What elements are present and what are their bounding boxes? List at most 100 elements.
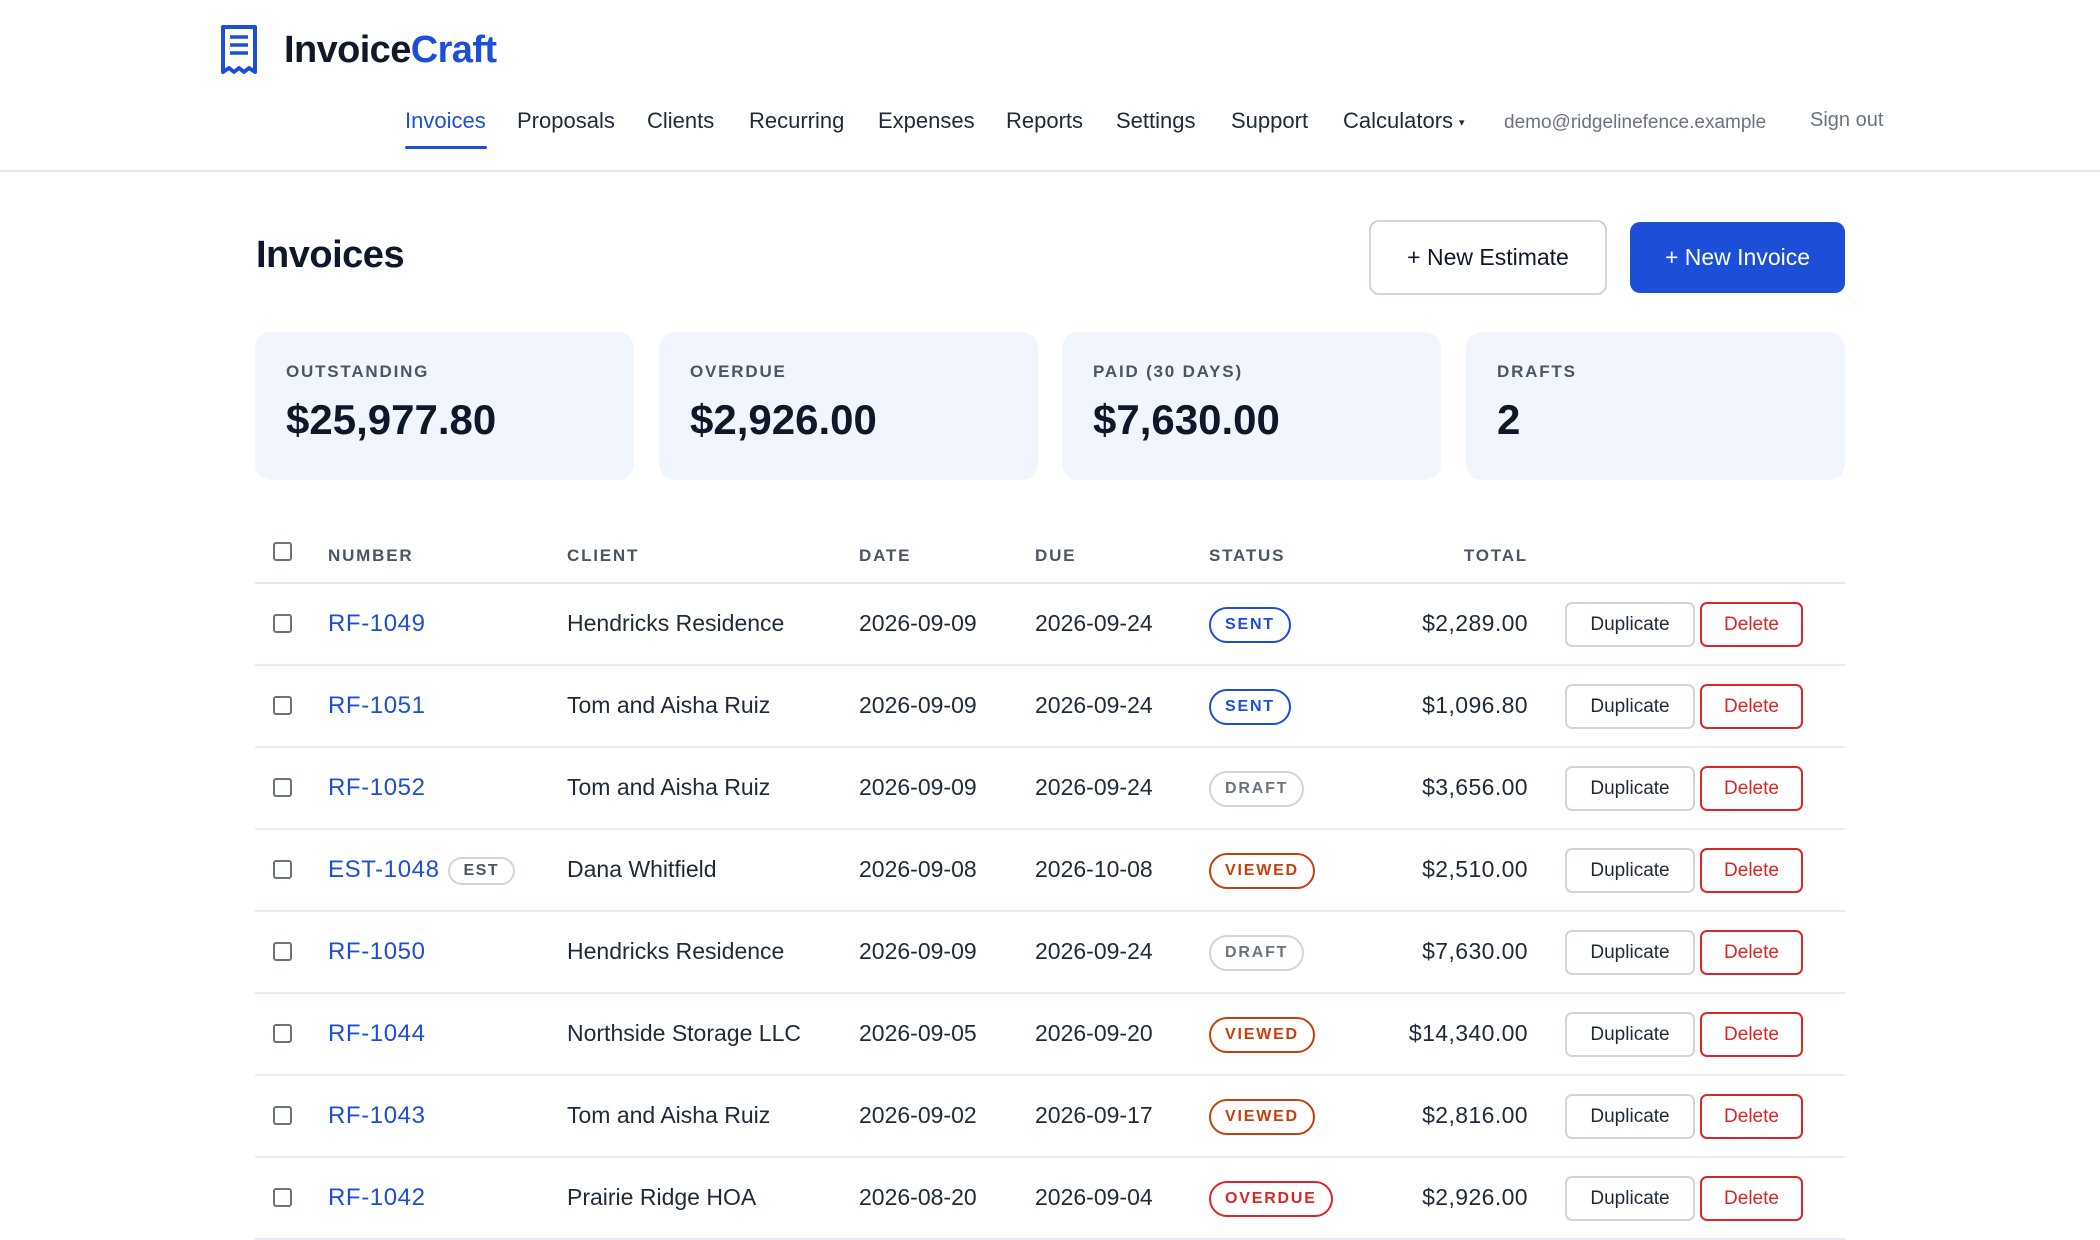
table-row[interactable]: RF-1044 Northside Storage LLC 2026-09-05 20…	[255, 994, 1845, 1076]
invoice-total: $3,656.00	[1422, 774, 1528, 800]
invoice-date: 2026-08-20	[859, 1184, 977, 1210]
invoice-total: $2,289.00	[1422, 610, 1528, 636]
invoice-number-text: EST-1048	[328, 856, 440, 883]
due-date: 2026-09-17	[1035, 1102, 1153, 1128]
invoice-number-link[interactable]: RF-1050	[328, 938, 426, 966]
brand-name: InvoiceCraft	[284, 28, 497, 72]
nav-item-calculators-label: Calculators	[1343, 108, 1454, 133]
nav-item-clients[interactable]: Clients	[647, 108, 715, 133]
duplicate-button[interactable]: Duplicate	[1565, 1012, 1695, 1057]
delete-button[interactable]: Delete	[1700, 1094, 1803, 1139]
table-row[interactable]: RF-1043 Tom and Aisha Ruiz 2026-09-02 2026-…	[255, 1076, 1845, 1158]
delete-button[interactable]: Delete	[1700, 602, 1803, 647]
duplicate-button[interactable]: Duplicate	[1565, 766, 1695, 811]
client-name: Dana Whitfield	[567, 856, 717, 882]
invoice-number-link[interactable]: RF-1042	[328, 1184, 426, 1212]
client-name: Northside Storage LLC	[567, 1020, 801, 1046]
invoice-date: 2026-09-05	[859, 1020, 977, 1046]
brand-name-part1: Invoice	[284, 28, 411, 71]
due-date: 2026-09-04	[1035, 1184, 1153, 1210]
delete-button[interactable]: Delete	[1700, 766, 1803, 811]
status-badge: VIEWED	[1209, 853, 1315, 889]
duplicate-button[interactable]: Duplicate	[1565, 602, 1695, 647]
row-checkbox[interactable]	[273, 1188, 292, 1207]
delete-button[interactable]: Delete	[1700, 930, 1803, 975]
delete-button[interactable]: Delete	[1700, 684, 1803, 729]
column-header-status[interactable]: STATUS	[1209, 546, 1286, 565]
sign-out-link[interactable]: Sign out	[1810, 109, 1884, 131]
brand-logo[interactable]: InvoiceCraft	[220, 24, 497, 76]
column-header-due[interactable]: DUE	[1035, 546, 1077, 565]
status-badge: SENT	[1209, 689, 1291, 725]
duplicate-button[interactable]: Duplicate	[1565, 1176, 1695, 1221]
receipt-icon	[221, 25, 257, 74]
duplicate-button[interactable]: Duplicate	[1565, 684, 1695, 729]
delete-button[interactable]: Delete	[1700, 1012, 1803, 1057]
invoice-total: $2,926.00	[1422, 1184, 1528, 1210]
nav-item-invoices[interactable]: Invoices	[405, 108, 486, 133]
invoice-number-link[interactable]: RF-1052	[328, 774, 426, 802]
row-checkbox[interactable]	[273, 942, 292, 961]
select-all-checkbox[interactable]	[273, 542, 292, 561]
new-invoice-button[interactable]: + New Invoice	[1630, 222, 1845, 293]
client-name: Hendricks Residence	[567, 938, 785, 964]
page-title: Invoices	[256, 234, 405, 276]
duplicate-button[interactable]: Duplicate	[1565, 1094, 1695, 1139]
row-checkbox[interactable]	[273, 860, 292, 879]
nav-item-proposals[interactable]: Proposals	[517, 108, 615, 133]
stat-card-overdue: OVERDUE $2,926.00	[659, 332, 1038, 480]
stat-value: $25,977.80	[286, 396, 497, 443]
due-date: 2026-09-24	[1035, 692, 1153, 718]
row-checkbox[interactable]	[273, 1106, 292, 1125]
row-checkbox[interactable]	[273, 614, 292, 633]
status-badge: DRAFT	[1209, 771, 1305, 807]
invoice-total: $7,630.00	[1422, 938, 1528, 964]
invoice-number-text: RF-1049	[328, 610, 426, 637]
nav-item-calculators[interactable]: Calculators ▾	[1343, 108, 1465, 134]
app-header: InvoiceCraft Invoices Proposals Clients …	[0, 0, 2100, 172]
table-row[interactable]: RF-1049 Hendricks Residence 2026-09-09 2026…	[255, 584, 1845, 666]
table-row[interactable]: RF-1050 Hendricks Residence 2026-09-09 2026…	[255, 912, 1845, 994]
nav-item-support[interactable]: Support	[1231, 108, 1309, 133]
row-checkbox[interactable]	[273, 696, 292, 715]
main-nav: Invoices Proposals Clients Recurring Exp…	[0, 108, 2100, 152]
invoice-number-link[interactable]: RF-1043	[328, 1102, 426, 1130]
nav-item-reports[interactable]: Reports	[1006, 108, 1084, 133]
invoice-date: 2026-09-08	[859, 856, 977, 882]
nav-item-settings[interactable]: Settings	[1116, 108, 1196, 133]
duplicate-button[interactable]: Duplicate	[1565, 848, 1695, 893]
invoice-date: 2026-09-09	[859, 774, 977, 800]
column-header-total[interactable]: TOTAL	[1463, 546, 1528, 565]
table-row[interactable]: RF-1042 Prairie Ridge HOA 2026-08-20 2026-0…	[255, 1158, 1845, 1240]
duplicate-button[interactable]: Duplicate	[1565, 930, 1695, 975]
row-checkbox[interactable]	[273, 1024, 292, 1043]
invoice-number-text: RF-1042	[328, 1184, 426, 1211]
invoice-number-text: RF-1052	[328, 774, 426, 801]
stat-card-paid-30-days: PAID (30 DAYS) $7,630.00	[1062, 332, 1441, 480]
due-date: 2026-09-24	[1035, 938, 1153, 964]
delete-button[interactable]: Delete	[1700, 848, 1803, 893]
invoice-number-text: RF-1043	[328, 1102, 426, 1129]
invoice-number-link[interactable]: RF-1049	[328, 610, 426, 638]
table-row[interactable]: RF-1051 Tom and Aisha Ruiz 2026-09-09 2026-…	[255, 666, 1845, 748]
column-header-client[interactable]: CLIENT	[567, 546, 640, 565]
invoice-number-link[interactable]: EST-1048 EST	[328, 856, 516, 885]
stat-card-drafts: DRAFTS 2	[1466, 332, 1845, 480]
invoice-total: $14,340.00	[1408, 1020, 1528, 1046]
row-checkbox[interactable]	[273, 778, 292, 797]
delete-button[interactable]: Delete	[1700, 1176, 1803, 1221]
column-header-date[interactable]: DATE	[859, 546, 912, 565]
new-estimate-button[interactable]: + New Estimate	[1369, 220, 1607, 295]
table-row[interactable]: RF-1052 Tom and Aisha Ruiz 2026-09-09 2026-…	[255, 748, 1845, 830]
table-row[interactable]: EST-1048 EST Dana Whitfield 2026-09-08 2026-…	[255, 830, 1845, 912]
nav-item-recurring[interactable]: Recurring	[749, 108, 845, 133]
stat-label: DRAFTS	[1497, 362, 1577, 381]
stat-label: OVERDUE	[690, 362, 787, 381]
nav-item-expenses[interactable]: Expenses	[878, 108, 975, 133]
due-date: 2026-09-20	[1035, 1020, 1153, 1046]
column-header-number[interactable]: NUMBER	[328, 546, 414, 565]
invoice-number-link[interactable]: RF-1051	[328, 692, 426, 720]
invoice-number-link[interactable]: RF-1044	[328, 1020, 426, 1048]
table-body: RF-1049 Hendricks Residence 2026-09-09 2026…	[255, 584, 1845, 1240]
status-badge: SENT	[1209, 607, 1291, 643]
